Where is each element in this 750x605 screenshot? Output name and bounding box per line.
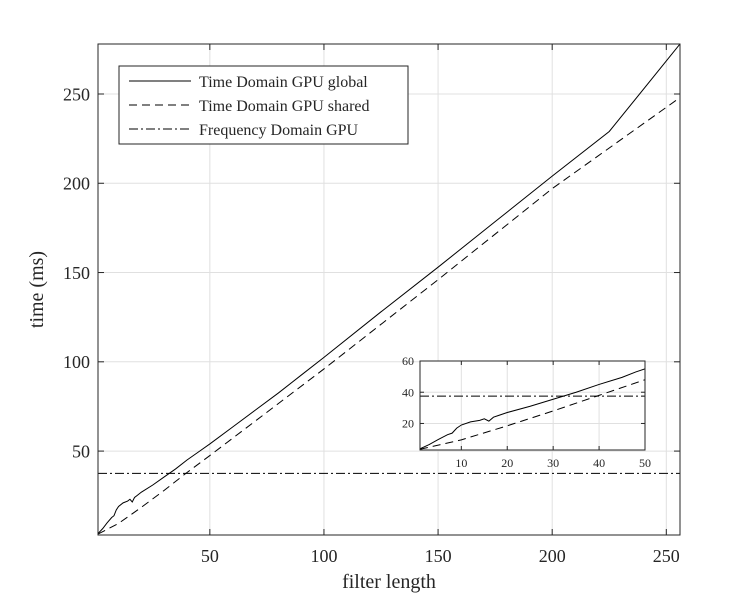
inset-axes-frame bbox=[419, 360, 646, 451]
main-series-line-1 bbox=[98, 97, 680, 535]
inset-y-tick-label: 60 bbox=[402, 354, 414, 368]
inset-x-tick-label: 40 bbox=[593, 456, 605, 470]
inset-series-line-0 bbox=[420, 368, 645, 450]
main-x-tick-label: 250 bbox=[653, 546, 680, 566]
inset-x-tick-label: 10 bbox=[455, 456, 467, 470]
main-series-line-0 bbox=[98, 44, 680, 534]
legend-entry-2: Frequency Domain GPU bbox=[199, 122, 359, 139]
legend-entry-0: Time Domain GPU global bbox=[199, 74, 368, 91]
main-y-tick-label: 100 bbox=[63, 352, 90, 372]
inset-x-tick-label: 30 bbox=[547, 456, 559, 470]
legend-entry-1: Time Domain GPU shared bbox=[199, 98, 370, 115]
main-y-tick-label: 250 bbox=[63, 84, 90, 104]
main-y-tick-label: 150 bbox=[63, 263, 90, 283]
inset-axes-group: 10 20 30 40 50 20 40 60 bbox=[402, 354, 651, 470]
main-axes-frame bbox=[97, 43, 681, 536]
inset-y-tick-label: 20 bbox=[402, 417, 414, 431]
inset-series-line-1 bbox=[420, 379, 645, 450]
main-x-tick-label: 150 bbox=[425, 546, 452, 566]
inset-x-tick-label: 50 bbox=[639, 456, 651, 470]
main-x-tick-label: 200 bbox=[539, 546, 566, 566]
main-x-tick-label: 100 bbox=[310, 546, 337, 566]
main-y-axis-label: time (ms) bbox=[26, 251, 48, 328]
main-x-axis-label: filter length bbox=[342, 571, 436, 593]
main-x-tick-label: 50 bbox=[201, 546, 219, 566]
legend-box bbox=[118, 65, 409, 145]
main-y-tick-label: 200 bbox=[63, 174, 90, 194]
inset-y-tick-label: 40 bbox=[402, 385, 414, 399]
main-y-tick-label: 50 bbox=[72, 441, 90, 461]
inset-x-tick-label: 20 bbox=[501, 456, 513, 470]
legend: Time Domain GPU global Time Domain GPU sh… bbox=[118, 65, 409, 145]
